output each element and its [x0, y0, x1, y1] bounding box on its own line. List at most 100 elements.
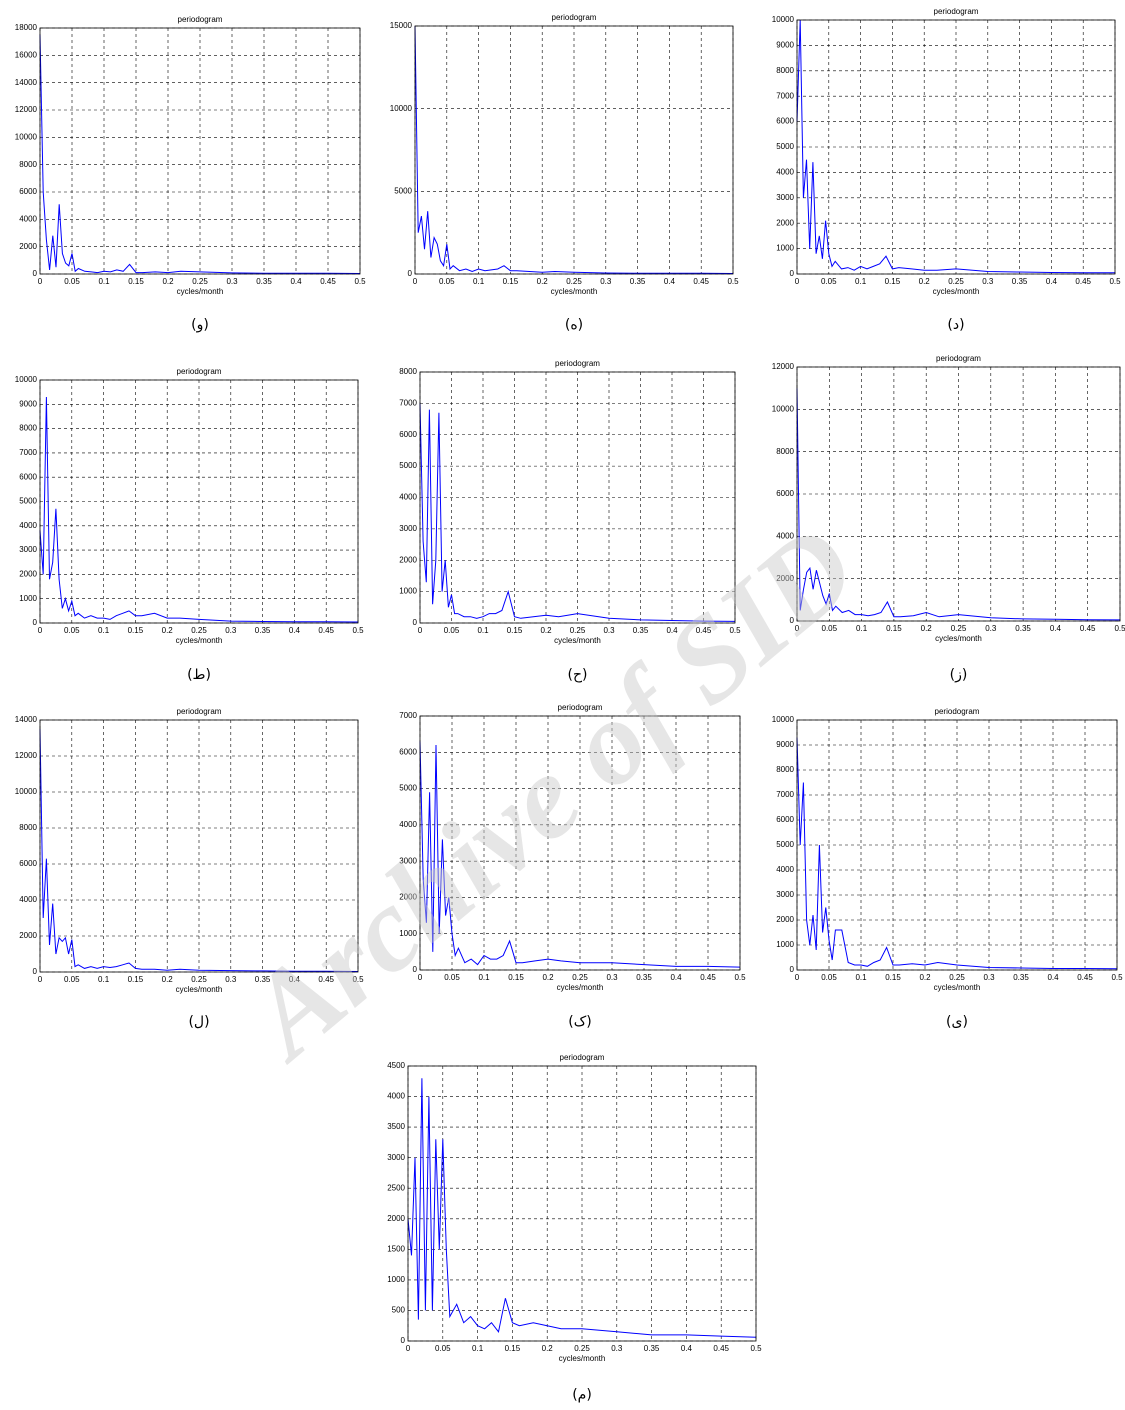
y-tick-label: 18000	[15, 23, 38, 32]
y-tick-label: 6000	[19, 472, 37, 481]
y-tick-label: 0	[413, 618, 418, 627]
x-tick-label: 0.45	[700, 973, 716, 982]
x-tick-label: 0.25	[191, 975, 207, 984]
x-tick-label: 0.35	[255, 975, 271, 984]
x-tick-label: 0.05	[821, 277, 837, 286]
y-tick-label: 12000	[772, 362, 795, 371]
x-tick-label: 0.4	[289, 975, 301, 984]
x-tick-label: 0.5	[734, 973, 746, 982]
caption: (م)	[572, 1387, 592, 1403]
x-tick-label: 0.4	[664, 277, 676, 286]
x-tick-label: 0.05	[821, 973, 837, 982]
y-tick-label: 7000	[19, 448, 37, 457]
chart: 0 500 1000 1500 2000 2500 3000 3500 4000 4500 0 0.0…	[387, 1053, 762, 1403]
chart-title: periodogram	[555, 359, 600, 368]
x-tick-label: 0.05	[435, 1344, 451, 1353]
x-tick-label: 0.35	[256, 277, 272, 286]
x-tick-label: 0.1	[472, 1344, 484, 1353]
chart-title: periodogram	[178, 15, 223, 24]
x-tick-label: 0.5	[352, 975, 364, 984]
y-tick-label: 9000	[19, 399, 37, 408]
y-tick-label: 10000	[772, 715, 795, 724]
caption: (ه)	[565, 317, 583, 333]
x-tick-label: 0.4	[1050, 624, 1062, 633]
x-tick-label: 0.45	[318, 626, 334, 635]
x-tick-label: 0.35	[1013, 973, 1029, 982]
x-tick-label: 0.45	[318, 975, 334, 984]
axes-frame	[407, 1065, 757, 1342]
y-tick-label: 7000	[399, 398, 417, 407]
x-tick-label: 0	[418, 973, 423, 982]
x-tick-label: 0.25	[951, 624, 967, 633]
x-tick-label: 0.2	[919, 277, 931, 286]
x-tick-label: 0.3	[611, 1344, 623, 1353]
x-tick-label: 0.45	[1075, 277, 1091, 286]
x-tick-label: 0.15	[507, 626, 523, 635]
x-tick-label: 0.2	[542, 973, 554, 982]
x-tick-label: 0.3	[606, 973, 618, 982]
y-tick-label: 1500	[387, 1244, 405, 1253]
y-tick-label: 7000	[776, 790, 794, 799]
x-tick-label: 0.3	[983, 973, 995, 982]
x-tick-label: 0.4	[1047, 973, 1059, 982]
axes-frame	[39, 27, 361, 275]
y-tick-label: 5000	[399, 784, 417, 793]
axes-frame	[39, 719, 359, 973]
chart-title: periodogram	[177, 707, 222, 716]
y-tick-label: 2000	[399, 555, 417, 564]
x-tick-label: 0.05	[64, 626, 80, 635]
caption: (ز)	[950, 667, 968, 683]
y-tick-label: 1000	[19, 594, 37, 603]
axes-frame	[796, 719, 1118, 971]
x-tick-label: 0	[38, 626, 43, 635]
x-tick-label: 0.25	[570, 626, 586, 635]
x-tick-label: 0.5	[1111, 973, 1123, 982]
x-tick-label: 0.3	[982, 277, 994, 286]
x-tick-label: 0.35	[636, 973, 652, 982]
y-tick-label: 9000	[776, 740, 794, 749]
x-tick-label: 0.25	[948, 277, 964, 286]
x-tick-label: 0.5	[1109, 277, 1121, 286]
y-tick-label: 3000	[399, 524, 417, 533]
series-line	[796, 737, 1118, 970]
y-tick-label: 8000	[776, 66, 794, 75]
x-tick-label: 0.15	[885, 277, 901, 286]
x-tick-label: 0.1	[855, 277, 867, 286]
y-tick-label: 8000	[19, 160, 37, 169]
x-tick-label: 0.25	[572, 973, 588, 982]
x-tick-label: 0.1	[98, 975, 110, 984]
chart: 0 2000 4000 6000 8000 10000 12000 0 0.05 0.1 0.15 0…	[772, 354, 1125, 683]
y-tick-label: 8000	[19, 823, 37, 832]
y-tick-label: 2000	[19, 570, 37, 579]
y-tick-label: 8000	[19, 424, 37, 433]
y-tick-label: 10000	[390, 104, 413, 113]
x-tick-label: 0.5	[750, 1344, 762, 1353]
chart: 0 1000 2000 3000 4000 5000 6000 7000 8000 9000 100…	[772, 7, 1121, 333]
x-tick-label: 0.35	[255, 626, 271, 635]
y-tick-label: 8000	[399, 367, 417, 376]
chart: 0 1000 2000 3000 4000 5000 6000 7000 8000 9000 100…	[772, 707, 1123, 1030]
x-axis-label: cycles/month	[934, 983, 981, 992]
x-tick-label: 0.1	[856, 624, 868, 633]
y-tick-label: 3000	[399, 856, 417, 865]
x-tick-label: 0.25	[574, 1344, 590, 1353]
y-tick-label: 1000	[776, 244, 794, 253]
x-tick-label: 0.2	[162, 975, 174, 984]
y-tick-label: 0	[33, 967, 38, 976]
x-tick-label: 0.15	[128, 626, 144, 635]
y-tick-label: 500	[392, 1306, 406, 1315]
x-tick-label: 0.5	[354, 277, 366, 286]
x-tick-label: 0	[38, 975, 43, 984]
x-tick-label: 0	[406, 1344, 411, 1353]
x-tick-label: 0.35	[1015, 624, 1031, 633]
caption: (ط)	[187, 667, 211, 683]
axes-frame	[796, 19, 1116, 275]
y-tick-label: 4000	[776, 865, 794, 874]
y-tick-label: 14000	[15, 78, 38, 87]
x-tick-label: 0.3	[225, 975, 237, 984]
x-tick-label: 0.25	[949, 973, 965, 982]
x-axis-label: cycles/month	[551, 287, 598, 296]
x-tick-label: 0.3	[603, 626, 615, 635]
x-tick-label: 0.4	[670, 973, 682, 982]
